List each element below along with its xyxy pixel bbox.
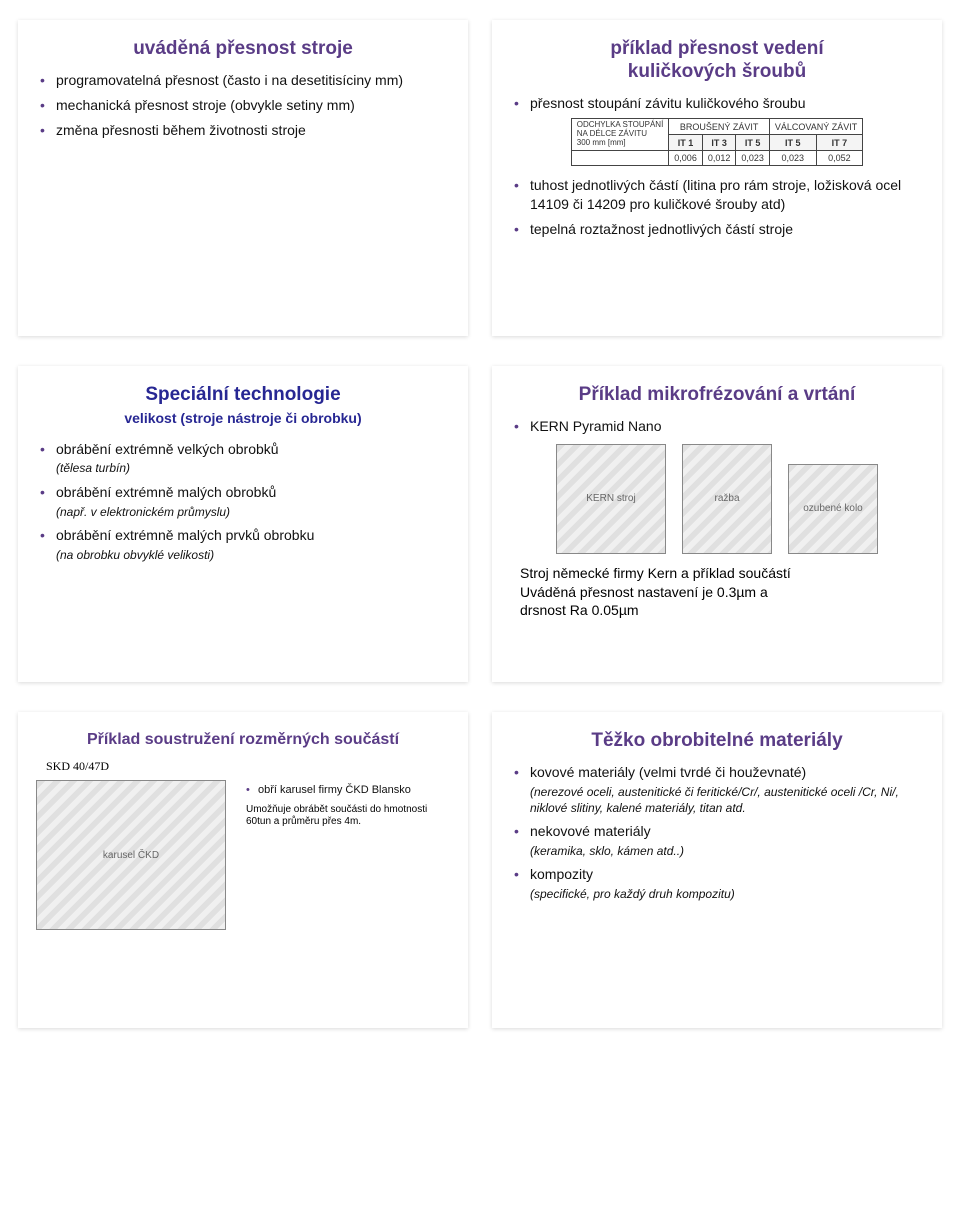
list-item: obří karusel firmy ČKD Blansko: [258, 784, 450, 798]
col-h: IT 3: [702, 135, 736, 151]
slide4-body: Stroj německé firmy Kern a příklad součá…: [520, 564, 924, 621]
list-item: KERN Pyramid Nano: [530, 417, 924, 436]
slide5-desc: Umožňuje obrábět součásti do hmotnosti 6…: [246, 804, 450, 829]
slide3-title-sub: velikost (stroje nástroje či obrobku): [124, 410, 361, 426]
list-item: kovové materiály (velmi tvrdé či houževn…: [530, 763, 924, 816]
cell: 0,012: [702, 150, 736, 165]
slide2-bullets-bottom: tuhost jednotlivých částí (litina pro rá…: [510, 176, 924, 239]
item-text: obrábění extrémně velkých obrobků: [56, 441, 279, 457]
kern-gear-image: ozubené kolo: [788, 464, 878, 554]
slide3-title-main: Speciální technologie: [145, 384, 340, 405]
slide-1: uváděná přesnost stroje programovatelná …: [18, 20, 468, 336]
th-top: ODCHYLKA STOUPÁNÍ: [577, 120, 664, 129]
list-item: programovatelná přesnost (často i na des…: [56, 71, 450, 90]
th-mid: NA DÉLCE ZÁVITU: [577, 129, 647, 138]
item-note: (např. v elektronickém průmyslu): [56, 504, 450, 520]
slide3-bullets: obrábění extrémně velkých obrobků (těles…: [36, 440, 450, 563]
skd-model: SKD 40/47D: [46, 759, 450, 774]
list-item: mechanická přesnost stroje (obvykle seti…: [56, 96, 450, 115]
list-item: změna přesnosti během životnosti stroje: [56, 121, 450, 140]
slide5-title: Příklad soustružení rozměrných součástí: [36, 730, 450, 749]
slide2-title-l1: příklad přesnost vedení: [610, 38, 823, 59]
list-item: obrábění extrémně velkých obrobků (těles…: [56, 440, 450, 477]
kern-machine-image: KERN stroj: [556, 444, 666, 554]
cell: 0,052: [816, 150, 863, 165]
list-item: tepelná roztažnost jednotlivých částí st…: [530, 220, 924, 239]
ckd-lathe-image: karusel ČKD: [36, 780, 226, 930]
table-rowhead: ODCHYLKA STOUPÁNÍ NA DÉLCE ZÁVITU 300 mm…: [571, 119, 669, 150]
cell: 0,023: [769, 150, 816, 165]
slide-2: příklad přesnost vedení kuličkových šrou…: [492, 20, 942, 336]
th-bot: 300 mm [mm]: [577, 138, 626, 147]
slide-6: Těžko obrobitelné materiály kovové mater…: [492, 712, 942, 1028]
item-text: nekovové materiály: [530, 823, 651, 839]
slide3-title: Speciální technologie velikost (stroje n…: [36, 384, 450, 430]
kern-stamp-image: ražba: [682, 444, 772, 554]
slide2-title: příklad přesnost vedení kuličkových šrou…: [510, 38, 924, 84]
slide-4: Příklad mikrofrézování a vrtání KERN Pyr…: [492, 366, 942, 682]
slide2-bullets-top: přesnost stoupání závitu kuličkového šro…: [510, 94, 924, 113]
slide5-row: karusel ČKD obří karusel firmy ČKD Blans…: [36, 780, 450, 930]
list-item: kompozity (specifické, pro každý druh ko…: [530, 865, 924, 902]
slide-5: Příklad soustružení rozměrných součástí …: [18, 712, 468, 1028]
item-note: (specifické, pro každý druh kompozitu): [530, 886, 924, 902]
slide4-bullets: KERN Pyramid Nano: [510, 417, 924, 436]
slide1-title: uváděná přesnost stroje: [36, 38, 450, 61]
item-text: kompozity: [530, 866, 593, 882]
list-item: obrábění extrémně malých obrobků (např. …: [56, 483, 450, 520]
group-left: BROUŠENÝ ZÁVIT: [669, 119, 770, 135]
item-text: kovové materiály (velmi tvrdé či houževn…: [530, 764, 806, 780]
item-note: (keramika, sklo, kámen atd..): [530, 843, 924, 859]
item-text: obrábění extrémně malých obrobků: [56, 484, 276, 500]
item-note: (tělesa turbín): [56, 460, 450, 476]
col-h: IT 7: [816, 135, 863, 151]
cell: 0,006: [669, 150, 703, 165]
col-h: IT 1: [669, 135, 703, 151]
slide-3: Speciální technologie velikost (stroje n…: [18, 366, 468, 682]
slide2-title-l2: kuličkových šroubů: [628, 61, 806, 82]
slide4-title: Příklad mikrofrézování a vrtání: [510, 384, 924, 407]
slide6-title: Těžko obrobitelné materiály: [510, 730, 924, 753]
list-item: obrábění extrémně malých prvků obrobku (…: [56, 526, 450, 563]
col-h: IT 5: [736, 135, 770, 151]
item-note: (na obrobku obvyklé velikosti): [56, 547, 450, 563]
item-text: obrábění extrémně malých prvků obrobku: [56, 527, 314, 543]
cell: 0,023: [736, 150, 770, 165]
col-h: IT 5: [769, 135, 816, 151]
slide-grid: uváděná přesnost stroje programovatelná …: [0, 0, 960, 1068]
slide1-bullets: programovatelná přesnost (často i na des…: [36, 71, 450, 140]
slide6-bullets: kovové materiály (velmi tvrdé či houževn…: [510, 763, 924, 902]
list-item: tuhost jednotlivých částí (litina pro rá…: [530, 176, 924, 214]
list-item: nekovové materiály (keramika, sklo, káme…: [530, 822, 924, 859]
thread-table: ODCHYLKA STOUPÁNÍ NA DÉLCE ZÁVITU 300 mm…: [571, 118, 864, 165]
slide5-mini-bullets: obří karusel firmy ČKD Blansko: [244, 784, 450, 798]
empty-cell: [571, 150, 669, 165]
kern-image-row: KERN stroj ražba ozubené kolo: [510, 444, 924, 554]
group-right: VÁLCOVANÝ ZÁVIT: [769, 119, 862, 135]
list-item: přesnost stoupání závitu kuličkového šro…: [530, 94, 924, 113]
item-note: (nerezové oceli, austenitické či feritic…: [530, 784, 924, 816]
